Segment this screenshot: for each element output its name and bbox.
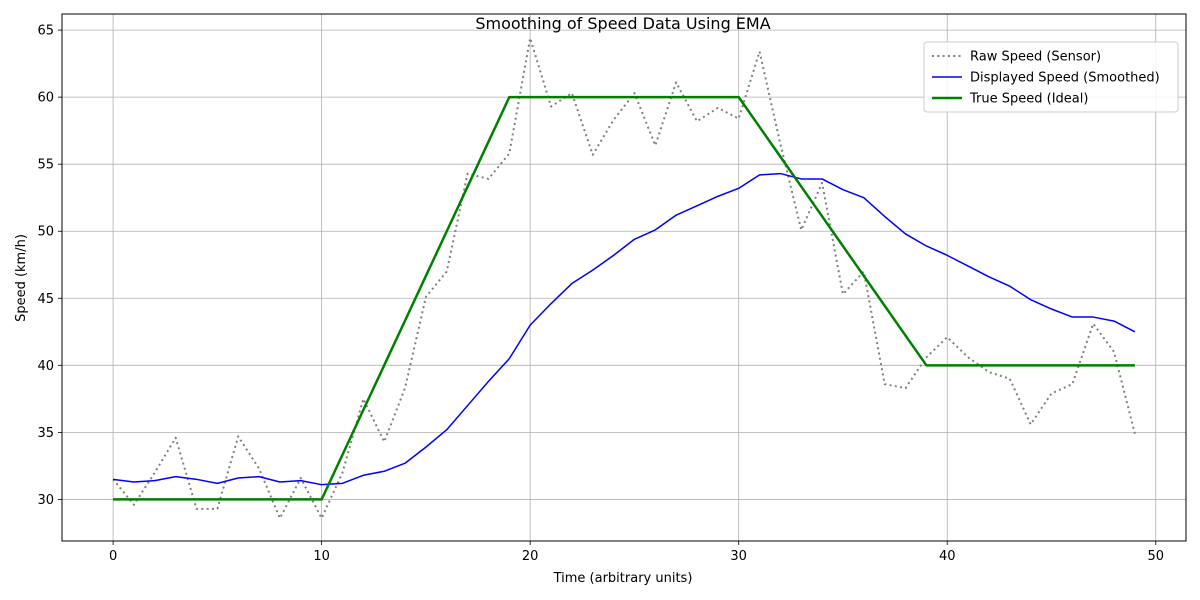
true-speed-line <box>113 95 1135 501</box>
axis-ticks: 0 10 20 30 40 50 30 35 40 45 50 55 60 65 <box>37 24 1164 564</box>
legend-label-smoothed: Displayed Speed (Smoothed) <box>970 71 1160 86</box>
legend-label-raw: Raw Speed (Sensor) <box>970 50 1101 65</box>
x-tick-label: 0 <box>109 549 117 564</box>
x-tick-label: 50 <box>1147 549 1164 564</box>
y-axis-title: Speed (km/h) <box>14 234 29 322</box>
series-layer <box>112 37 1136 520</box>
y-tick-label: 45 <box>37 292 54 307</box>
y-tick-label: 60 <box>37 91 54 106</box>
y-tick-label: 55 <box>37 158 54 173</box>
chart-title: Smoothing of Speed Data Using EMA <box>475 14 770 33</box>
y-tick-label: 50 <box>37 225 54 240</box>
raw-speed-line <box>112 37 1136 520</box>
y-tick-label: 30 <box>37 493 54 508</box>
legend-label-true: True Speed (Ideal) <box>969 92 1088 107</box>
smoothed-speed-line <box>112 172 1136 486</box>
legend-box <box>923 41 1179 113</box>
x-axis-title: Time (arbitrary units) <box>553 571 693 586</box>
y-tick-label: 40 <box>37 359 54 374</box>
x-tick-label: 20 <box>522 549 539 564</box>
grid <box>62 14 1186 541</box>
x-tick-label: 40 <box>939 549 956 564</box>
x-tick-label: 30 <box>730 549 747 564</box>
y-tick-label: 65 <box>37 24 54 39</box>
legend: Raw Speed (Sensor) Displayed Speed (Smoo… <box>923 41 1179 113</box>
x-tick-label: 10 <box>313 549 330 564</box>
plot-frame <box>61 13 1187 542</box>
y-tick-label: 35 <box>37 426 54 441</box>
